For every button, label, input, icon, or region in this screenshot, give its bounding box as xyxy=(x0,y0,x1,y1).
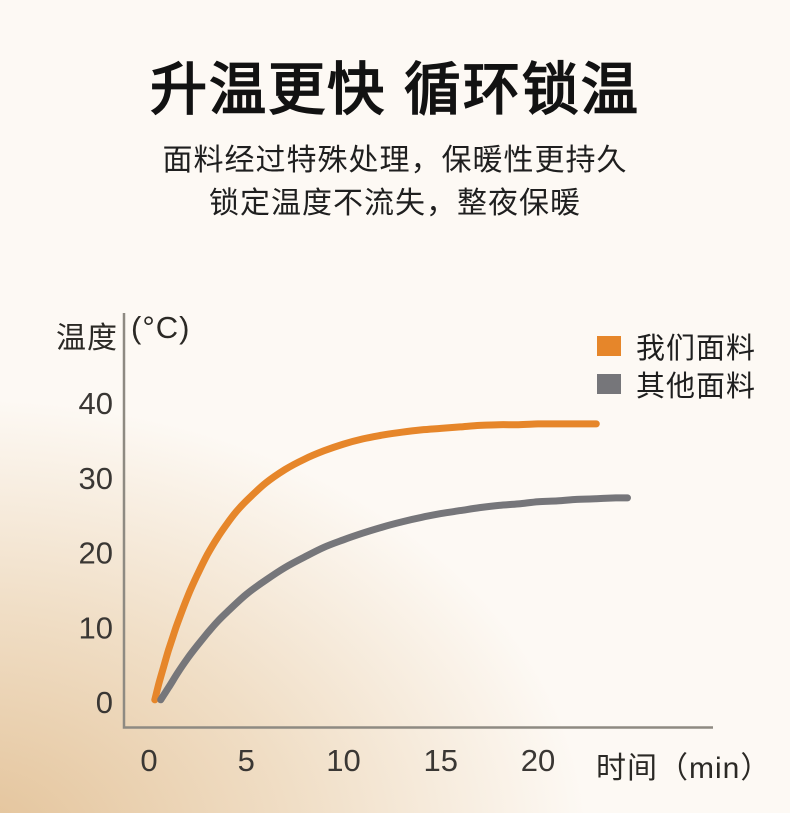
series-curve-our-fabric xyxy=(151,420,600,704)
axis-lines xyxy=(122,313,713,729)
y-tick-label: 40 xyxy=(79,386,113,421)
legend-label: 我们面料 xyxy=(636,332,757,365)
y-tick-label: 0 xyxy=(96,685,113,720)
subtitle-line-1: 面料经过特殊处理，保暖性更持久 xyxy=(162,144,628,177)
legend-swatch-icon xyxy=(597,373,621,394)
chart-legend: 我们面料 其他面料 xyxy=(597,331,756,407)
series-curve-other-fabric xyxy=(157,494,631,704)
legend-item-our-fabric: 我们面料 xyxy=(597,331,756,365)
y-tick-label: 30 xyxy=(79,461,113,496)
legend-item-other-fabric: 其他面料 xyxy=(597,369,756,403)
page-title: 升温更快 循环锁温 xyxy=(150,58,640,122)
page-subtitle: 面料经过特殊处理，保暖性更持久 锁定温度不流失，整夜保暖 xyxy=(0,139,790,225)
y-axis-label: 温度 xyxy=(56,322,118,355)
x-axis-label: 时间（min） xyxy=(596,752,772,785)
legend-label: 其他面料 xyxy=(636,370,757,403)
legend-swatch-icon xyxy=(597,335,621,356)
x-tick-label: 0 xyxy=(140,743,157,778)
y-axis-unit: (°C) xyxy=(131,310,191,345)
y-tick-label: 20 xyxy=(79,536,113,571)
x-tick-label: 10 xyxy=(326,743,360,778)
subtitle-line-2: 锁定温度不流失，整夜保暖 xyxy=(209,187,581,220)
x-tick-label: 20 xyxy=(521,743,555,778)
x-tick-label: 15 xyxy=(424,743,458,778)
y-tick-label: 10 xyxy=(79,610,113,645)
x-tick-label: 5 xyxy=(238,743,255,778)
